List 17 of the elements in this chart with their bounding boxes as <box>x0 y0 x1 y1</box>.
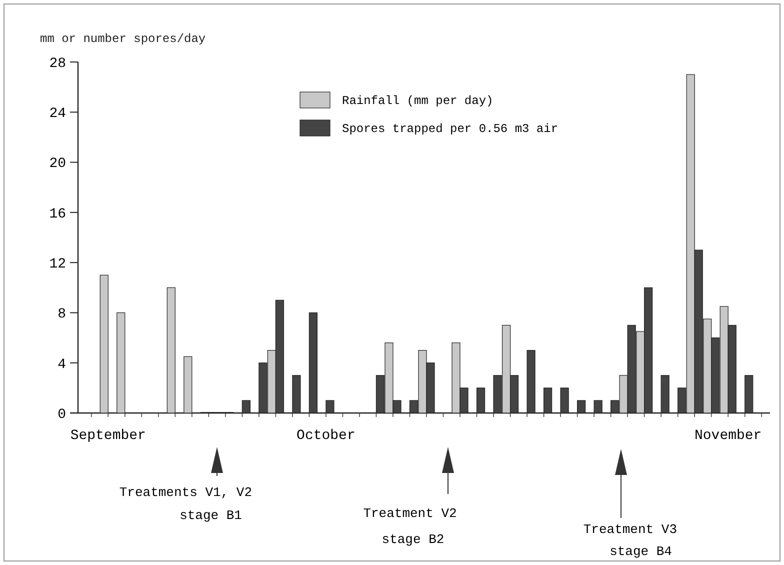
text: Treatment V2 stage B2 <box>363 506 457 547</box>
y-tick-label: 4 <box>58 356 66 373</box>
x-tick-label: November <box>694 428 762 444</box>
y-tick-label: 12 <box>49 256 66 272</box>
y-tick-label: 16 <box>49 206 66 222</box>
text: Treatments V1, V2 stage B1 <box>119 485 252 523</box>
legend-label: Spores trapped per 0.56 m3 air <box>342 122 558 136</box>
y-tick-label: 20 <box>49 156 66 172</box>
x-tick-label: October <box>296 428 356 444</box>
x-tick-label: September <box>70 428 146 444</box>
y-tick-label: 8 <box>58 306 66 323</box>
y-tick-label: 0 <box>58 406 66 423</box>
y-tick-label: 24 <box>49 106 66 122</box>
y-axis-title: mm or number spores/day <box>40 32 206 46</box>
legend-label: Rainfall (mm per day) <box>342 94 494 108</box>
text: Treatment V3 stage B4 <box>583 522 677 559</box>
y-tick-label: 28 <box>49 56 66 72</box>
